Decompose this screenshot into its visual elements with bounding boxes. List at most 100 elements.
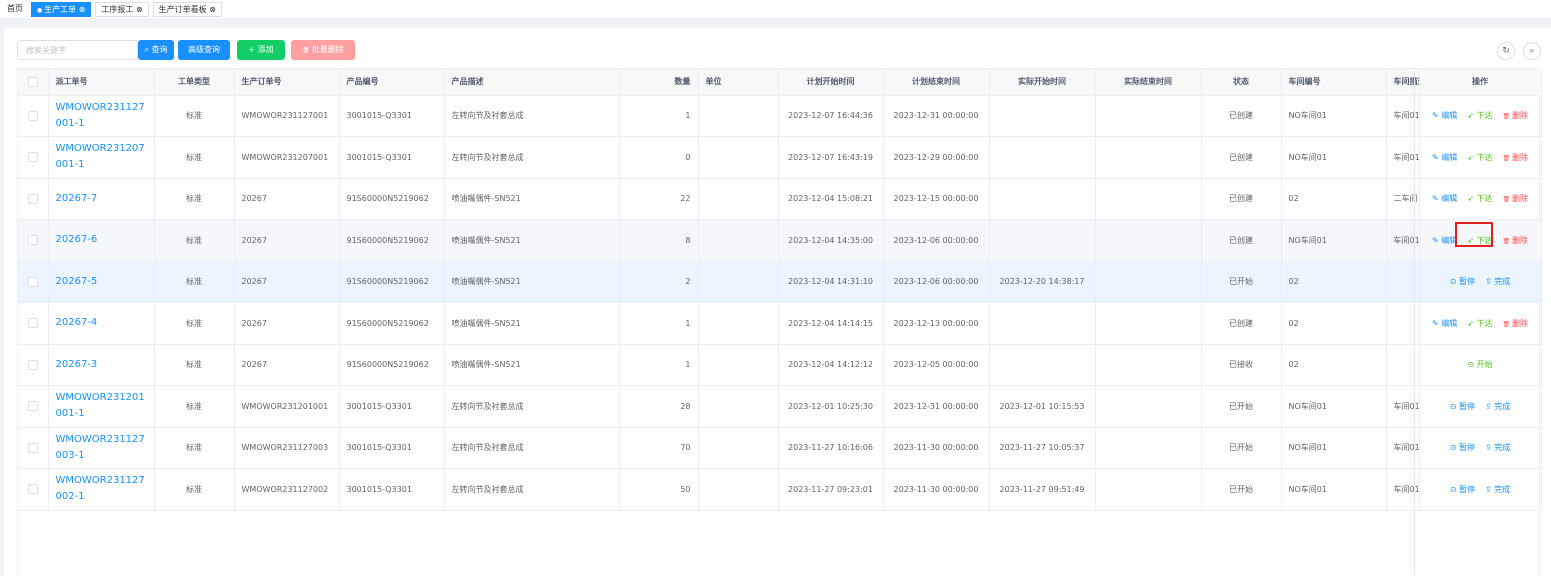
table-cell: NO车间01	[1281, 95, 1387, 137]
search-input[interactable]: 搜索关键字	[17, 40, 138, 60]
checkbox-cell	[18, 219, 49, 262]
table-row[interactable]: WMOWOR231201001-1 标准 WMOWOR231201001 300101…	[18, 385, 1542, 428]
checkbox[interactable]	[27, 276, 38, 287]
table-cell	[698, 95, 779, 137]
table-cell: 91S60000N5219062	[339, 261, 445, 303]
action-0[interactable]: 编辑	[1432, 111, 1457, 120]
action-1[interactable]: 完成	[1485, 485, 1510, 494]
action-0[interactable]: 暂停	[1450, 277, 1475, 286]
work-order-link[interactable]: 20267-4	[48, 302, 155, 345]
advanced-query-button[interactable]: 高级查询	[178, 40, 230, 60]
action-0[interactable]: 编辑	[1432, 153, 1457, 162]
action-1[interactable]: 下达	[1467, 194, 1492, 203]
table-cell	[698, 302, 779, 345]
action-1[interactable]: 完成	[1485, 277, 1510, 286]
tab[interactable]: 工序报工	[95, 1, 149, 17]
work-order-link[interactable]: WMOWOR231207001-1	[48, 136, 155, 179]
tab[interactable]: 生产订单看板	[152, 1, 222, 17]
action-2[interactable]: 删除	[1502, 194, 1528, 203]
table-cell: 2023-12-29 00:00:00	[883, 136, 990, 179]
refresh-button[interactable]: ↻	[1497, 42, 1515, 60]
action-1[interactable]: 下达	[1467, 319, 1492, 328]
action-1[interactable]: 下达	[1467, 236, 1492, 245]
table-cell: 已创建	[1201, 178, 1282, 220]
tab-bar: 首页生产工单工序报工生产订单看板	[0, 0, 1551, 18]
action-1[interactable]: 完成	[1485, 402, 1510, 411]
table-cell: 2023-12-07 16:44:36	[778, 95, 884, 137]
work-order-link[interactable]: 20267-7	[48, 178, 155, 220]
table-cell	[698, 385, 779, 428]
table-cell: 已开始	[1201, 427, 1282, 469]
checkbox-cell	[18, 261, 49, 303]
column-header: 状态	[1201, 69, 1282, 96]
table-cell: 2023-12-04 14:31:10	[778, 261, 884, 303]
checkbox[interactable]	[27, 110, 38, 121]
work-order-link[interactable]: WMOWOR231127001-1	[48, 95, 155, 137]
action-0[interactable]: 编辑	[1432, 194, 1457, 203]
table-row[interactable]: WMOWOR231127003-1 标准 WMOWOR231127003 300101…	[18, 427, 1542, 469]
column-header: 实际结束时间	[1095, 69, 1202, 96]
highlight-box	[1455, 222, 1493, 247]
column-header: 工单类型	[154, 69, 235, 96]
table-cell	[989, 136, 1096, 179]
tab[interactable]: 生产工单	[31, 1, 92, 17]
tab[interactable]: 首页	[5, 1, 27, 17]
action-2[interactable]: 删除	[1502, 153, 1528, 162]
action-1[interactable]: 完成	[1485, 443, 1510, 452]
query-button[interactable]: 查询	[138, 40, 174, 60]
action-0[interactable]: 暂停	[1450, 443, 1475, 452]
table-row[interactable]: 20267-7 标准 20267 91S60000N5219062 喷油嘴偶件-SN52…	[18, 178, 1542, 220]
table-cell: 标准	[154, 385, 235, 428]
table-cell: 车间01	[1386, 385, 1420, 428]
checkbox[interactable]	[27, 235, 38, 246]
checkbox[interactable]	[27, 152, 38, 163]
table-row[interactable]: WMOWOR231207001-1 标准 WMOWOR231207001 300101…	[18, 136, 1542, 179]
table-cell: NO车间01	[1281, 385, 1387, 428]
action-0[interactable]: 编辑	[1432, 319, 1457, 328]
checkbox-cell	[18, 302, 49, 345]
action-1[interactable]: 下达	[1467, 111, 1492, 120]
work-order-link[interactable]: 20267-3	[48, 344, 155, 386]
batch-delete-button[interactable]: 批量删除	[291, 40, 355, 60]
table-cell: 左转向节及衬套总成	[444, 385, 620, 428]
checkbox[interactable]	[27, 442, 38, 453]
action-2[interactable]: 删除	[1502, 319, 1528, 328]
table-cell: 车间01	[1386, 136, 1420, 179]
table-row[interactable]: 20267-3 标准 20267 91S60000N5219062 喷油嘴偶件-SN52…	[18, 344, 1542, 386]
action-0[interactable]: 暂停	[1450, 402, 1475, 411]
checkbox[interactable]	[27, 318, 38, 329]
column-header: 操作	[1419, 69, 1542, 96]
column-header: 车间描述	[1386, 69, 1420, 96]
checkbox[interactable]	[27, 359, 38, 370]
action-0[interactable]: 编辑	[1432, 236, 1457, 245]
work-order-link[interactable]: WMOWOR231127002-1	[48, 468, 155, 511]
table-cell: 标准	[154, 261, 235, 303]
work-order-link[interactable]: 20267-5	[48, 261, 155, 303]
action-0[interactable]: 暂停	[1450, 485, 1475, 494]
work-order-link[interactable]: 20267-6	[48, 219, 155, 262]
checkbox[interactable]	[27, 193, 38, 204]
action-0[interactable]: 开始	[1467, 360, 1492, 369]
work-order-link[interactable]: WMOWOR231201001-1	[48, 385, 155, 428]
table-cell	[698, 219, 779, 262]
table-row[interactable]: WMOWOR231127001-1 标准 WMOWOR231127001 300101…	[18, 95, 1542, 137]
checkbox[interactable]	[27, 484, 38, 495]
table-cell: 8	[619, 219, 699, 262]
table-cell: 0	[619, 136, 699, 179]
table-row[interactable]: 20267-5 标准 20267 91S60000N5219062 喷油嘴偶件-SN52…	[18, 261, 1542, 303]
work-order-link[interactable]: WMOWOR231127003-1	[48, 427, 155, 469]
table-row[interactable]: WMOWOR231127002-1 标准 WMOWOR231127002 300101…	[18, 468, 1542, 511]
search-toggle-button[interactable]: ⌕	[1523, 42, 1541, 60]
action-2[interactable]: 删除	[1502, 236, 1528, 245]
checkbox[interactable]	[27, 76, 38, 87]
table-row[interactable]: 20267-4 标准 20267 91S60000N5219062 喷油嘴偶件-SN52…	[18, 302, 1542, 345]
checkbox[interactable]	[27, 401, 38, 412]
table-cell: 标准	[154, 344, 235, 386]
table-cell: 已创建	[1201, 219, 1282, 262]
table-cell	[1095, 302, 1202, 345]
add-button[interactable]: 添加	[237, 40, 285, 60]
table-row[interactable]: 20267-6 标准 20267 91S60000N5219062 喷油嘴偶件-SN52…	[18, 219, 1542, 262]
action-1[interactable]: 下达	[1467, 153, 1492, 162]
action-2[interactable]: 删除	[1502, 111, 1528, 120]
table-cell	[1095, 385, 1202, 428]
